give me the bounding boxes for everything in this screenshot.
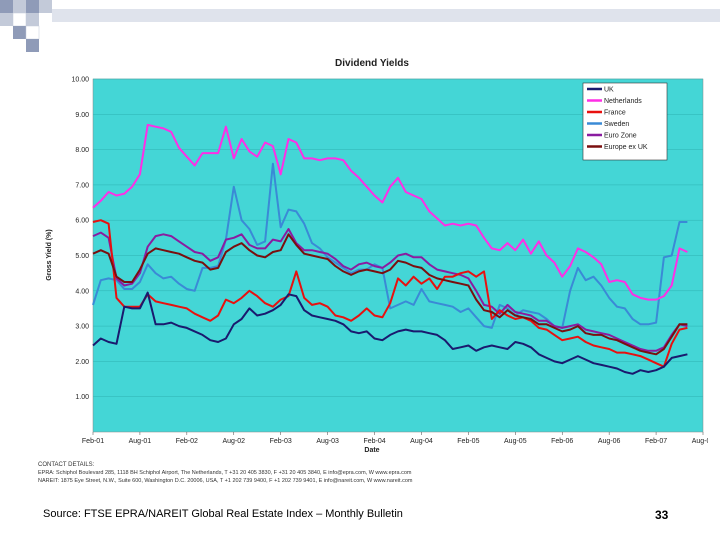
page-number: 33 — [655, 508, 669, 522]
deco-square — [26, 0, 39, 13]
x-axis-label: Date — [364, 447, 379, 454]
deco-square — [0, 0, 13, 13]
y-tick-label: 1.00 — [75, 394, 89, 401]
x-tick-label: Aug-04 — [410, 438, 433, 445]
y-tick-label: 4.00 — [75, 288, 89, 295]
chart-panel: Dividend Yields 10.00 9.00 8.00 7.00 6.00 5.0… — [36, 55, 708, 455]
contact-nareit: NAREIT: 1875 Eye Street, N.W., Suite 600… — [38, 478, 413, 484]
legend-label-euro-zone: Euro Zone — [604, 133, 637, 140]
series-line-sweden — [92, 162, 688, 329]
x-tick-label: Feb-06 — [551, 438, 573, 445]
deco-square — [0, 13, 13, 26]
series-line-france — [92, 219, 688, 368]
x-tick-label: Aug-01 — [129, 438, 152, 445]
x-tick-label: Feb-04 — [363, 438, 385, 445]
y-axis-ticks: 10.00 9.00 8.00 7.00 6.00 5.00 4.00 3.00 2.00 1.0… — [71, 77, 89, 402]
deco-bar — [52, 9, 720, 22]
deco-square — [26, 13, 39, 26]
legend-label-france: France — [604, 110, 626, 117]
x-tick-label: Feb-01 — [82, 438, 104, 445]
deco-square — [13, 26, 26, 39]
source-note: Source: FTSE EPRA/NAREIT Global Real Est… — [43, 508, 403, 520]
contact-header: CONTACT DETAILS: — [38, 462, 95, 468]
contact-details: CONTACT DETAILS: EPRA: Schiphol Boulevar… — [38, 461, 698, 485]
x-tick-label: Feb-05 — [457, 438, 479, 445]
legend-label-sweden: Sweden — [604, 121, 629, 128]
x-tick-label: Aug-06 — [598, 438, 621, 445]
series-line-europe-ex-uk — [92, 233, 688, 356]
gridlines — [93, 78, 703, 397]
x-tick-label: Aug-02 — [222, 438, 245, 445]
x-tick-label: Aug-07 — [692, 438, 708, 445]
dividend-yields-chart: Dividend Yields 10.00 9.00 8.00 7.00 6.00 5.0… — [46, 58, 708, 454]
series-line-netherlands — [92, 123, 688, 301]
y-tick-label: 9.00 — [75, 112, 89, 119]
series-line-uk — [92, 291, 688, 375]
x-tick-label: Feb-07 — [645, 438, 667, 445]
legend: UK Netherlands France Sweden Euro Zone Europe… — [582, 82, 668, 161]
series-lines — [92, 123, 688, 375]
x-axis-ticks: Feb-01 Aug-01 Feb-02 Aug-02 Feb-03 Aug-03 Feb-… — [82, 432, 708, 445]
y-tick-label: 7.00 — [75, 182, 89, 189]
deco-square — [25, 25, 40, 40]
y-axis-label: Gross Yield (%) — [46, 229, 53, 280]
y-tick-label: 10.00 — [71, 77, 89, 84]
deco-square — [26, 39, 39, 52]
y-tick-label: 2.00 — [75, 359, 89, 366]
deco-square — [13, 0, 26, 13]
x-tick-label: Aug-05 — [504, 438, 527, 445]
y-tick-label: 6.00 — [75, 218, 89, 225]
deco-square — [12, 12, 27, 27]
y-tick-label: 8.00 — [75, 147, 89, 154]
legend-label-uk: UK — [604, 87, 614, 94]
series-line-euro-zone — [92, 228, 688, 352]
x-tick-label: Feb-02 — [176, 438, 198, 445]
legend-label-netherlands: Netherlands — [604, 98, 642, 105]
x-tick-label: Aug-03 — [316, 438, 339, 445]
chart-title: Dividend Yields — [335, 58, 409, 69]
y-tick-label: 3.00 — [75, 324, 89, 331]
x-tick-label: Feb-03 — [270, 438, 292, 445]
y-tick-label: 5.00 — [75, 253, 89, 260]
deco-square — [39, 0, 52, 13]
corner-decoration — [0, 0, 720, 52]
legend-label-europe-ex-uk: Europe ex UK — [604, 144, 648, 151]
legend-box — [582, 82, 668, 161]
contact-epra: EPRA: Schiphol Boulevard 285, 1118 BH Sc… — [38, 470, 412, 476]
